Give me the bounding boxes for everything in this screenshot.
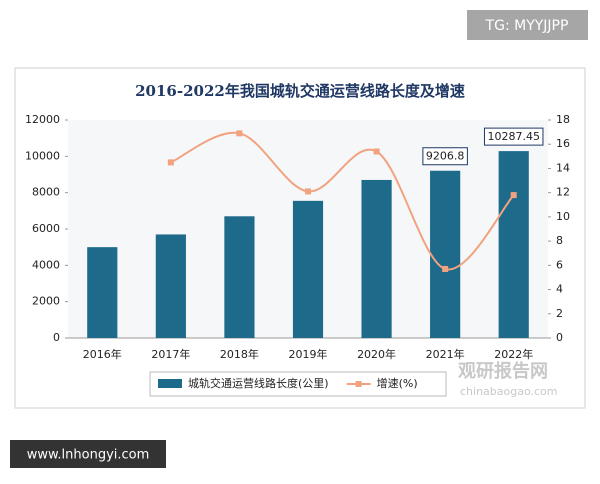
bar [155,234,186,338]
bar [498,151,529,338]
legend-label: 增速(%) [377,376,418,390]
y-tick-label: 10000 [25,149,60,162]
value-label-box [422,147,468,166]
x-tick-label: 2020年 [357,347,396,361]
line-marker [510,192,517,199]
y2-tick-label: 8 [556,234,563,247]
value-label: 9206.8 [426,150,465,163]
tag: TG: MYYJJPP [485,18,569,34]
x-tick-label: 2016年 [83,347,122,361]
y2-tick-label: 18 [556,113,570,126]
legend-swatch [158,379,182,388]
bar [224,216,255,338]
y2-tick-label: 2 [556,307,563,320]
line-marker [442,265,449,272]
line-marker [167,159,174,166]
footer: www.lnhongyi.com [27,448,150,463]
x-tick-label: 2021年 [426,347,465,361]
value-label-box [483,127,544,146]
x-tick-label: 2022年 [494,347,533,361]
y2-tick-label: 12 [556,186,570,199]
y2-tick-label: 6 [556,258,563,271]
tag-box [467,10,588,40]
y-tick-label: 8000 [32,186,60,199]
legend-swatch [355,381,362,387]
chart-title: 2016-2022年我国城轨交通运营线路长度及增速 [135,82,465,100]
y2-tick-label: 14 [556,161,570,174]
bar [430,170,461,338]
legend-label: 城轨交通运营线路长度(公里) [188,376,329,390]
x-tick-label: 2019年 [289,347,328,361]
y-tick-label: 2000 [32,295,60,308]
y-tick-label: 12000 [25,113,60,126]
y2-tick-label: 10 [556,210,570,223]
y2-tick-label: 0 [556,331,563,344]
bar [87,247,118,338]
bar [361,179,392,338]
x-tick-label: 2017年 [151,347,190,361]
line-marker [236,130,243,137]
bar [292,200,324,338]
x-tick-label: 2018年 [220,347,259,361]
y2-tick-label: 16 [556,137,570,150]
footer-box [10,440,166,468]
y-tick-label: 4000 [32,258,60,271]
watermark: 观研报告网 [458,360,548,382]
line-marker [373,148,380,155]
watermark-url: chinabaogao.com [460,385,558,398]
legend-box [149,371,447,397]
y-tick-label: 0 [53,331,60,344]
line-marker [305,188,311,195]
value-label: 10287.45 [487,130,540,143]
y-tick-label: 6000 [32,222,60,235]
y2-tick-label: 4 [556,283,563,296]
